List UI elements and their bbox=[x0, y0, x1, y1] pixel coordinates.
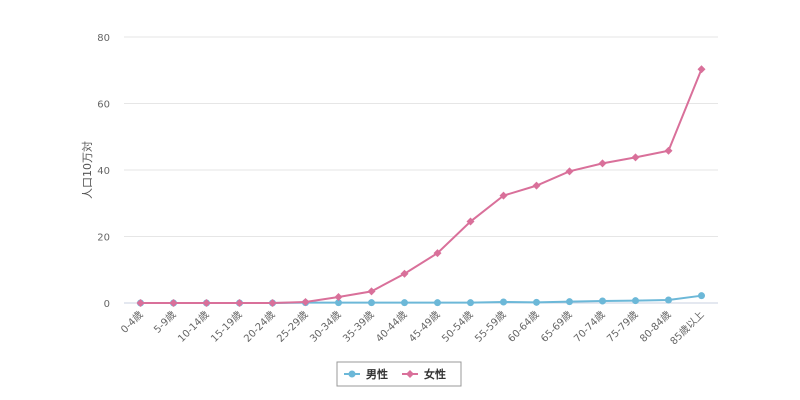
y-tick-label: 80 bbox=[97, 33, 110, 44]
data-point bbox=[335, 299, 342, 307]
data-point bbox=[631, 153, 640, 162]
data-point bbox=[632, 297, 639, 305]
data-point bbox=[599, 297, 606, 305]
x-tick-label: 25-29歳 bbox=[275, 309, 311, 345]
data-point bbox=[566, 298, 573, 306]
data-point bbox=[301, 298, 310, 307]
x-tick-label: 70-74歳 bbox=[572, 309, 608, 345]
data-point bbox=[401, 299, 408, 307]
data-point bbox=[665, 296, 672, 304]
x-tick-label: 55-59歳 bbox=[473, 309, 509, 345]
x-tick-label: 5-9歳 bbox=[152, 309, 179, 336]
data-point bbox=[697, 65, 706, 74]
y-tick-label: 60 bbox=[97, 100, 110, 111]
series-line-1 bbox=[140, 68, 703, 304]
x-tick-label: 85歳以上 bbox=[668, 309, 707, 348]
legend-marker bbox=[348, 370, 356, 378]
x-tick-label: 35-39歳 bbox=[341, 309, 377, 345]
data-point bbox=[235, 299, 244, 307]
data-point bbox=[169, 299, 178, 307]
x-tick-label: 75-79歳 bbox=[605, 309, 641, 345]
data-point bbox=[433, 249, 442, 258]
grid-lines bbox=[124, 36, 718, 304]
data-point bbox=[202, 299, 211, 307]
data-point bbox=[698, 292, 705, 300]
x-tick-label: 20-24歳 bbox=[242, 309, 278, 345]
y-tick-label: 20 bbox=[97, 233, 110, 244]
x-tick-label: 0-4歳 bbox=[119, 309, 146, 336]
data-point bbox=[268, 299, 277, 307]
y-tick-label: 40 bbox=[97, 166, 110, 177]
data-point bbox=[467, 299, 474, 307]
x-tick-label: 10-14歳 bbox=[176, 309, 212, 345]
data-point bbox=[532, 181, 541, 190]
data-point bbox=[400, 269, 409, 278]
legend: 男性 女性 bbox=[336, 361, 462, 387]
x-tick-label: 50-54歳 bbox=[440, 309, 476, 345]
data-point bbox=[499, 191, 508, 200]
series-line-0 bbox=[140, 294, 702, 304]
data-point bbox=[533, 298, 540, 306]
data-point bbox=[136, 299, 145, 307]
data-point bbox=[434, 299, 441, 307]
legend-marker bbox=[406, 370, 414, 378]
data-point bbox=[466, 217, 475, 226]
x-tick-label: 60-64歳 bbox=[506, 309, 542, 345]
legend-label: 女性 bbox=[424, 367, 446, 381]
y-axis: 0 20 40 60 80 bbox=[97, 33, 110, 310]
data-point bbox=[565, 167, 574, 176]
x-tick-label: 40-44歳 bbox=[374, 309, 410, 345]
x-tick-label: 15-19歳 bbox=[209, 309, 245, 345]
x-tick-label: 45-49歳 bbox=[407, 309, 443, 345]
series-group bbox=[136, 65, 706, 307]
x-axis: 0-4歳 5-9歳10-14歳15-19歳20-24歳25-29歳30-34歳35… bbox=[119, 309, 707, 348]
data-point bbox=[368, 299, 375, 307]
data-point bbox=[334, 293, 343, 302]
data-point bbox=[500, 298, 507, 306]
data-point bbox=[664, 146, 673, 155]
data-point bbox=[367, 287, 376, 296]
x-tick-label: 30-34歳 bbox=[308, 309, 344, 345]
x-tick-label: 65-69歳 bbox=[539, 309, 575, 345]
data-point bbox=[598, 159, 607, 168]
y-tick-label: 0 bbox=[104, 299, 110, 310]
y-axis-title: 人口10万対 bbox=[80, 141, 94, 199]
legend-label: 男性 bbox=[366, 367, 388, 381]
